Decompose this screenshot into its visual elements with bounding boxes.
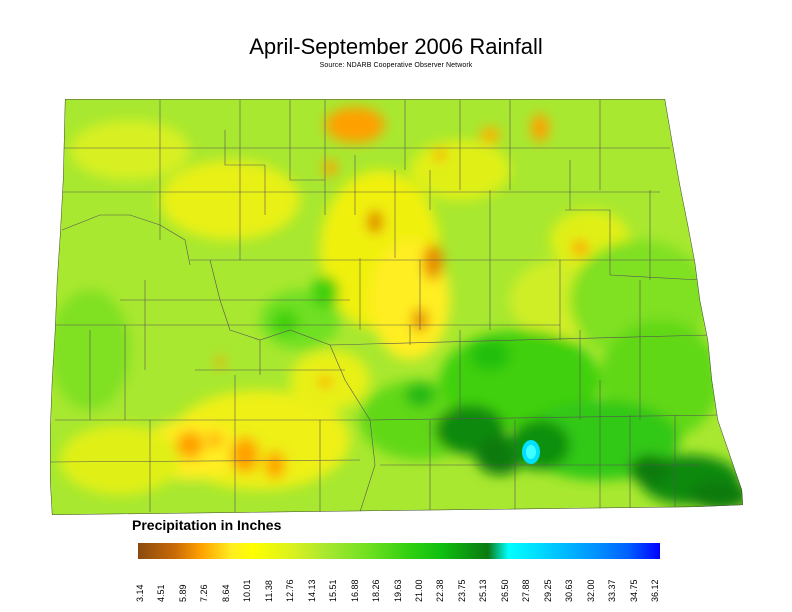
legend-tick-label: 15.51 xyxy=(328,579,339,602)
map-source: Source: NDARB Cooperative Observer Netwo… xyxy=(319,62,473,69)
legend-tick-label: 10.01 xyxy=(242,579,253,602)
legend-tick-label: 18.26 xyxy=(371,579,382,602)
legend-tick-label: 7.26 xyxy=(199,584,210,602)
map-title: April-September 2006 Rainfall xyxy=(249,34,543,59)
legend-tick-label: 29.25 xyxy=(542,579,553,602)
legend-tick-label: 26.50 xyxy=(499,579,510,602)
precip-surface xyxy=(50,99,743,515)
legend-tick-label: 19.63 xyxy=(392,579,403,602)
legend-tick-label: 33.37 xyxy=(607,579,618,602)
legend-tick-label: 3.14 xyxy=(135,584,145,602)
legend-tick-label: 12.76 xyxy=(285,579,296,602)
legend-tick-label: 27.88 xyxy=(521,579,532,602)
legend-tick-label: 8.64 xyxy=(220,584,231,602)
legend-tick-label: 25.13 xyxy=(478,579,489,602)
legend-tick-label: 22.38 xyxy=(435,579,446,602)
legend-tick-label: 30.63 xyxy=(564,579,575,602)
legend-tick-label: 32.00 xyxy=(585,579,596,602)
legend-tick-label: 14.13 xyxy=(306,579,317,602)
legend-title: Precipitation in Inches xyxy=(132,517,282,533)
legend-colorbar xyxy=(138,543,660,559)
legend-tick-label: 16.88 xyxy=(349,579,360,602)
county-boundaries xyxy=(50,100,721,513)
legend-tick-label: 21.00 xyxy=(413,579,424,602)
legend-tick-label: 5.89 xyxy=(177,584,188,602)
legend-tick-label: 23.75 xyxy=(456,579,467,602)
legend-tick-label: 11.38 xyxy=(263,580,274,602)
legend-tick-label: 34.75 xyxy=(628,579,639,602)
legend-tick-label: 4.51 xyxy=(156,584,167,602)
legend-tick-label: 36.12 xyxy=(650,579,660,602)
